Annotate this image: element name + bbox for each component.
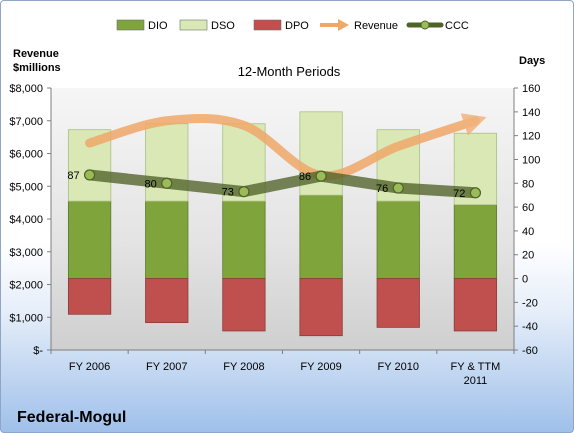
x-tick-label: 2011 [464, 375, 488, 387]
legend-label-dpo: DPO [285, 20, 309, 32]
legend-swatch-dpo [253, 19, 282, 31]
ccc-data-label: 87 [67, 170, 79, 182]
left-tick-label: $7,000 [9, 116, 43, 128]
right-tick-label: 40 [522, 226, 534, 238]
axes: $- $1,000 $2,000 $3,000 $4,000 $5,000 $6,000 $7… [9, 83, 540, 387]
ccc-line [84, 169, 481, 199]
left-tick-label: $6,000 [9, 149, 43, 161]
bar-dio [67, 200, 112, 279]
legend-swatch-dio [116, 19, 145, 31]
left-tick-label: $2,000 [9, 280, 43, 292]
right-tick-label: 60 [522, 202, 534, 214]
bar-dio [376, 200, 420, 279]
company-name: Federal-Mogul [17, 409, 126, 426]
ccc-data-label: 73 [222, 187, 234, 199]
right-tick-label: 80 [522, 178, 534, 190]
chart-title: 12-Month Periods [238, 64, 341, 79]
x-tick-label: FY 2007 [146, 361, 187, 373]
ccc-point [315, 170, 327, 182]
right-tick-label: -40 [522, 321, 538, 333]
bar-dpo [299, 278, 343, 337]
bar-dio [453, 204, 498, 279]
x-tick-label: FY 2009 [300, 361, 341, 373]
ccc-data-label: 76 [376, 183, 388, 195]
ccc-point [161, 177, 173, 189]
legend-swatch-ccc-marker [420, 20, 430, 30]
ccc-point [83, 169, 96, 181]
left-axis-title-line2: $millions [13, 62, 61, 74]
right-tick-label: 140 [522, 107, 540, 119]
revenue-line [85, 113, 487, 181]
legend-label-ccc: CCC [445, 20, 469, 32]
right-tick-label: 120 [522, 131, 540, 143]
ccc-point [392, 182, 404, 194]
lines: 87 80 73 86 76 72 [67, 113, 487, 200]
left-tick-label: $- [33, 345, 43, 357]
legend: DIO DSO DPO Revenue CCC [116, 19, 469, 32]
left-tick-label: $4,000 [9, 214, 43, 226]
right-tick-label: 160 [522, 83, 540, 95]
left-tick-label: $3,000 [9, 247, 43, 259]
ccc-point [469, 187, 482, 199]
legend-label-revenue: Revenue [354, 20, 398, 32]
x-tick-label: FY 2008 [223, 361, 264, 373]
legend-swatch-dso [179, 19, 208, 31]
x-tick-label: FY 2006 [69, 361, 110, 373]
bar-dio [145, 200, 189, 279]
left-axis-title-line1: Revenue [13, 48, 59, 60]
bar-dio [299, 194, 343, 279]
legend-label-dso: DSO [211, 20, 235, 32]
bar-dpo [145, 278, 189, 324]
x-tick-label: FY 2010 [378, 361, 419, 373]
ccc-data-label: 72 [453, 188, 465, 200]
legend-swatch-revenue-head [338, 19, 349, 31]
ccc-data-label: 80 [145, 178, 157, 190]
ccc-point [238, 186, 250, 198]
ccc-data-label: 86 [299, 171, 311, 183]
right-tick-label: 20 [522, 250, 534, 262]
bar-dpo [67, 278, 112, 315]
x-tick-label: FY & TTM [451, 361, 501, 373]
bar-dpo [222, 278, 266, 332]
right-tick-label: -20 [522, 297, 538, 309]
left-tick-label: $5,000 [9, 181, 43, 193]
right-tick-label: 100 [522, 154, 540, 166]
right-tick-label: 0 [522, 274, 528, 286]
right-axis-title: Days [519, 55, 545, 67]
left-tick-label: $1,000 [9, 312, 43, 324]
left-tick-label: $8,000 [9, 83, 43, 95]
bar-dio [222, 200, 266, 279]
bar-dpo [453, 278, 498, 332]
right-tick-label: -60 [522, 345, 538, 357]
bar-dpo [376, 278, 420, 328]
legend-label-dio: DIO [148, 20, 168, 32]
